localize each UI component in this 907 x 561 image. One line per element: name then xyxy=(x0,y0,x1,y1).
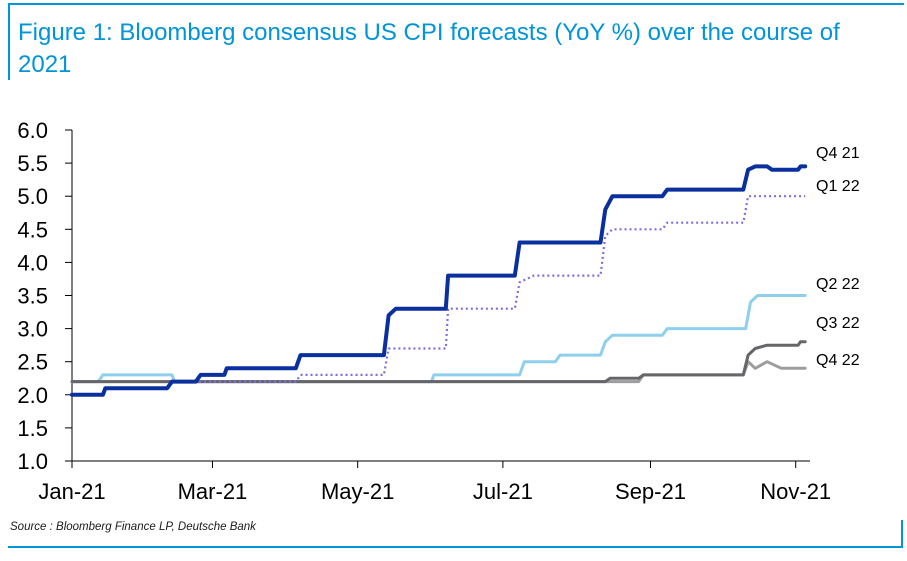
frame-bottom-border xyxy=(8,546,901,548)
chart: 6.0 5.5 5.0 4.5 4.0 3.5 3.0 2.5 2.0 1.5 1.0 Jan-21… xyxy=(17,118,860,504)
y-tick-label: 5.0 xyxy=(17,184,48,209)
frame-left-border xyxy=(8,3,10,80)
series-labels: Q2 22 Q4 22 Q3 22 Q1 22 Q4 21 xyxy=(816,145,860,369)
x-tick-label: Sep-21 xyxy=(615,479,686,504)
series-line-q1-22 xyxy=(72,195,806,396)
y-tick-label: 6.0 xyxy=(17,118,48,143)
x-tick-label: Jan-21 xyxy=(38,479,105,504)
series-label-q4-22: Q4 22 xyxy=(816,352,860,369)
series-line-q4-22 xyxy=(70,360,807,384)
frame-top-border xyxy=(8,3,904,5)
series-label-q2-22: Q2 22 xyxy=(816,276,860,293)
x-tick-label: May-21 xyxy=(321,479,394,504)
series-label-q3-22: Q3 22 xyxy=(816,315,860,332)
y-tick-label: 4.5 xyxy=(17,217,48,242)
y-tick-label: 1.0 xyxy=(17,449,48,474)
y-axis: 6.0 5.5 5.0 4.5 4.0 3.5 3.0 2.5 2.0 1.5 1.0 xyxy=(17,118,73,474)
series-line-q3-22 xyxy=(70,340,807,384)
x-tick-label: Nov-21 xyxy=(760,479,831,504)
series-label-q1-22: Q1 22 xyxy=(816,178,860,195)
series-lines xyxy=(70,164,808,397)
y-tick-label: 2.0 xyxy=(17,383,48,408)
figure-title: Figure 1: Bloomberg consensus US CPI for… xyxy=(18,19,840,78)
y-tick-label: 2.5 xyxy=(17,350,48,375)
y-tick-label: 1.5 xyxy=(17,416,48,441)
series-line-q4-21 xyxy=(70,164,808,397)
y-tick-label: 3.0 xyxy=(17,317,48,342)
frame-right-border xyxy=(901,520,903,548)
series-line-q2-22 xyxy=(70,294,807,384)
y-tick-label: 3.5 xyxy=(17,284,48,309)
x-tick-label: Mar-21 xyxy=(178,479,248,504)
y-tick-label: 4.0 xyxy=(17,250,48,275)
x-axis: Jan-21 Mar-21 May-21 Jul-21 Sep-21 Nov-21 xyxy=(38,460,831,504)
source-note: Source : Bloomberg Finance LP, Deutsche … xyxy=(10,521,256,533)
x-tick-label: Jul-21 xyxy=(473,479,533,504)
y-tick-label: 5.5 xyxy=(17,151,48,176)
series-label-q4-21: Q4 21 xyxy=(816,145,860,162)
